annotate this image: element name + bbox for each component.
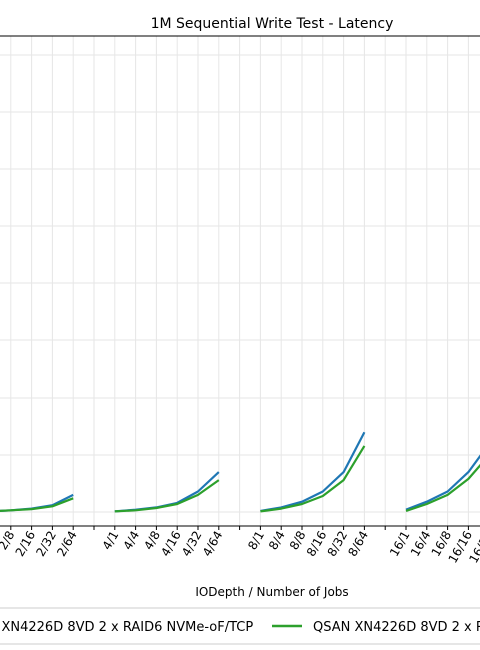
chart-title: 1M Sequential Write Test - Latency: [151, 16, 394, 32]
x-tick-label-14: 8/4: [266, 529, 288, 553]
x-tick-label-18: 8/64: [345, 529, 371, 559]
x-tick-label-2: 2/16: [13, 529, 39, 559]
series-1-line-3: [405, 463, 480, 512]
x-tick-labels: 2/42/82/162/322/644/14/44/84/164/324/648…: [0, 529, 480, 566]
x-tick-label-17: 8/32: [325, 529, 351, 559]
x-tick-label-7: 4/4: [120, 529, 142, 553]
legend-label-tcp: QSAN XN4226D 8VD 2 x RAID6 NVMe-oF/TCP: [0, 620, 253, 635]
x-tick-label-10: 4/32: [179, 529, 205, 559]
x-tick-label-20: 16/1: [387, 529, 413, 559]
x-tick-label-9: 4/16: [158, 529, 184, 559]
x-tick-label-13: 8/1: [245, 529, 267, 553]
series-layer: [0, 431, 480, 513]
series-0-line-3: [405, 454, 480, 511]
legend-label-rdma: QSAN XN4226D 8VD 2 x RAID6 NVMe-oF/RDMA: [313, 620, 480, 635]
grid: [0, 36, 480, 526]
x-tick-label-11: 4/64: [200, 529, 226, 559]
x-tick-label-3: 2/32: [33, 529, 59, 559]
series-1-line-2: [260, 445, 366, 513]
series-1-line-0: [0, 497, 74, 512]
legend: QSAN XN4226D 8VD 2 x RAID6 NVMe-oF/TCP Q…: [0, 606, 480, 646]
x-tick-label-21: 16/4: [408, 529, 434, 559]
axes: [0, 35, 480, 530]
legend-box: QSAN XN4226D 8VD 2 x RAID6 NVMe-oF/TCP Q…: [0, 607, 480, 645]
x-tick-label-4: 2/64: [54, 529, 80, 559]
x-axis-label: IODepth / Number of Jobs: [195, 585, 348, 599]
series-1-line-1: [114, 479, 220, 513]
x-tick-label-6: 4/1: [100, 529, 122, 553]
x-tick-label-16: 8/16: [304, 529, 330, 559]
